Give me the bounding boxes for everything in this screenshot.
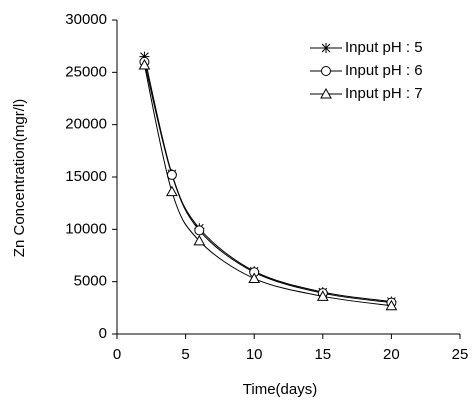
y-tick-label: 15000 <box>65 168 107 185</box>
legend-label: Input pH : 6 <box>345 62 423 79</box>
legend-marker <box>321 43 331 53</box>
legend-marker <box>320 87 332 99</box>
marker <box>166 169 177 180</box>
y-tick-label: 10000 <box>65 220 107 237</box>
legend-label: Input pH : 5 <box>345 39 423 56</box>
x-tick-label: 25 <box>452 346 469 363</box>
x-tick-label: 10 <box>246 346 263 363</box>
marker <box>248 272 261 284</box>
x-axis-label: Time(days) <box>243 381 317 398</box>
x-tick-label: 15 <box>314 346 331 363</box>
series-line <box>143 61 392 304</box>
x-tick-label: 20 <box>383 346 400 363</box>
legend-marker <box>321 66 332 76</box>
y-axis-label: Zn Concentration(mgr/l) <box>11 99 28 257</box>
y-tick-label: 30000 <box>65 11 107 28</box>
marker <box>316 290 329 301</box>
marker <box>194 225 205 236</box>
marker <box>166 185 178 197</box>
series-line <box>143 64 392 307</box>
y-tick-label: 0 <box>99 325 107 342</box>
legend-label: Input pH : 7 <box>345 85 423 102</box>
marker <box>249 267 260 278</box>
marker <box>193 234 206 246</box>
marker <box>138 58 151 70</box>
x-tick-label: 5 <box>181 346 189 363</box>
y-tick-label: 25000 <box>65 63 107 80</box>
y-tick-label: 5000 <box>74 273 107 290</box>
y-tick-label: 20000 <box>65 116 107 133</box>
x-tick-label: 0 <box>113 346 121 363</box>
marker <box>385 299 398 311</box>
marker <box>139 51 150 62</box>
